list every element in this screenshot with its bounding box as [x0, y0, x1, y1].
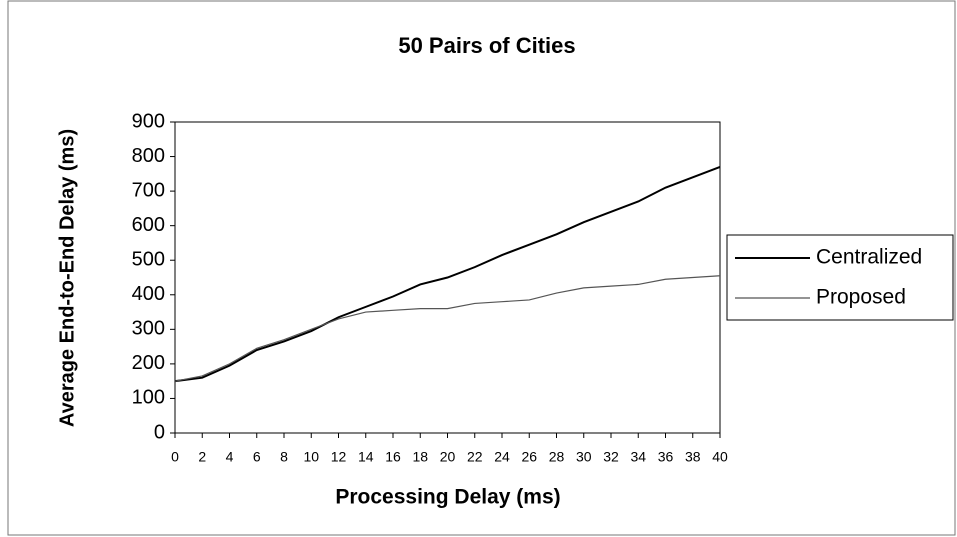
x-tick-label: 38 [685, 449, 701, 465]
x-tick-label: 12 [331, 449, 347, 465]
y-tick-label: 400 [132, 283, 165, 305]
y-tick-label: 600 [132, 214, 165, 236]
x-tick-label: 24 [494, 449, 510, 465]
x-tick-label: 30 [576, 449, 592, 465]
y-axis-label: Average End-to-End Delay (ms) [56, 129, 78, 427]
y-tick-label: 800 [132, 145, 165, 167]
y-tick-label: 0 [154, 421, 165, 443]
legend-label: Centralized [816, 246, 922, 269]
x-tick-label: 4 [226, 449, 234, 465]
y-tick-label: 200 [132, 352, 165, 374]
y-tick-label: 700 [132, 179, 165, 201]
y-tick-label: 100 [132, 387, 165, 409]
x-tick-label: 0 [171, 449, 179, 465]
x-tick-label: 6 [253, 449, 261, 465]
x-tick-label: 32 [603, 449, 619, 465]
x-tick-label: 18 [412, 449, 428, 465]
y-tick-label: 300 [132, 318, 165, 340]
y-tick-label: 900 [132, 110, 165, 132]
x-axis-label: Processing Delay (ms) [335, 486, 560, 509]
x-tick-label: 8 [280, 449, 288, 465]
x-tick-label: 26 [521, 449, 537, 465]
y-tick-label: 500 [132, 249, 165, 271]
chart: 50 Pairs of Cities Processing Delay (ms)… [0, 0, 957, 537]
x-tick-label: 16 [385, 449, 401, 465]
x-tick-label: 2 [198, 449, 206, 465]
x-tick-label: 14 [358, 449, 374, 465]
x-tick-label: 22 [467, 449, 483, 465]
x-tick-label: 40 [712, 449, 728, 465]
x-tick-label: 28 [549, 449, 565, 465]
x-tick-label: 10 [303, 449, 319, 465]
chart-title: 50 Pairs of Cities [398, 33, 575, 58]
x-tick-label: 36 [658, 449, 674, 465]
legend-label: Proposed [816, 286, 906, 309]
x-tick-label: 34 [630, 449, 646, 465]
x-tick-label: 20 [440, 449, 456, 465]
